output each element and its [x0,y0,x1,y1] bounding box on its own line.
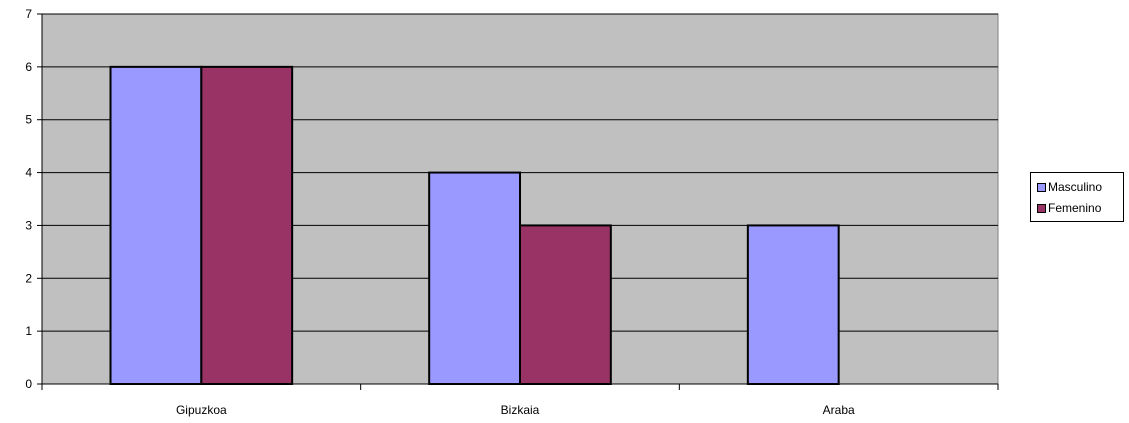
x-tick-label-gipuzkoa: Gipuzkoa [176,403,227,417]
legend-swatch-masculino [1037,182,1046,192]
legend-item-masculino: Masculino [1037,179,1102,195]
y-tick-label-3: 3 [25,218,32,232]
y-tick-label-5: 5 [25,113,32,127]
y-tick-label-2: 2 [25,271,32,285]
y-tick-label-4: 4 [25,166,32,180]
legend: Masculino Femenino [1030,172,1124,222]
x-tick-label-bizkaia: Bizkaia [501,403,540,417]
legend-swatch-femenino [1037,203,1046,213]
legend-label-masculino: Masculino [1048,180,1103,194]
y-tick-label-0: 0 [25,377,32,391]
legend-label-femenino: Femenino [1048,201,1102,215]
bar-masculino-bizkaia [428,171,521,385]
x-tick-label-araba: Araba [823,403,855,417]
legend-item-femenino: Femenino [1037,200,1101,216]
bar-femenino-gipuzkoa [200,65,294,385]
y-tick-label-7: 7 [25,7,32,21]
bar-femenino-bizkaia [519,224,612,385]
y-tick-label-1: 1 [25,324,32,338]
bar-masculino-gipuzkoa [109,65,203,385]
bar-masculino-araba [746,224,840,385]
y-tick-label-6: 6 [25,60,32,74]
